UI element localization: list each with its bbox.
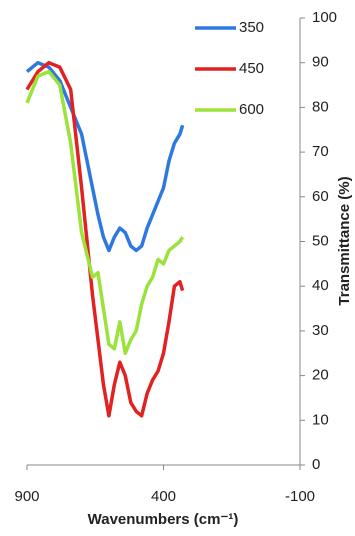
- series-line: [25, 69, 185, 355]
- y-tick-label: 50: [312, 232, 329, 249]
- y-tick-label: 90: [312, 54, 329, 71]
- x-axis-label: Wavenumbers (cm⁻¹): [88, 511, 239, 528]
- y-tick-label: 10: [312, 411, 329, 428]
- y-tick-label: 40: [312, 277, 329, 294]
- y-tick-label: 70: [312, 143, 329, 160]
- y-tick-label: 20: [312, 367, 329, 384]
- y-axis-label: Transmittance (%): [336, 176, 353, 305]
- y-tick-label: 0: [312, 456, 320, 473]
- x-tick-label: 900: [14, 488, 39, 505]
- legend-label: 600: [239, 101, 264, 118]
- x-tick-label: -100: [285, 488, 315, 505]
- legend-label: 350: [239, 19, 264, 36]
- y-tick-label: 100: [312, 9, 337, 26]
- y-tick-label: 60: [312, 188, 329, 205]
- series-line: [25, 60, 185, 418]
- y-tick-label: 80: [312, 98, 329, 115]
- series-line: [25, 60, 185, 253]
- y-tick-label: 30: [312, 322, 329, 339]
- legend-label: 450: [239, 60, 264, 77]
- x-tick-label: 400: [151, 488, 176, 505]
